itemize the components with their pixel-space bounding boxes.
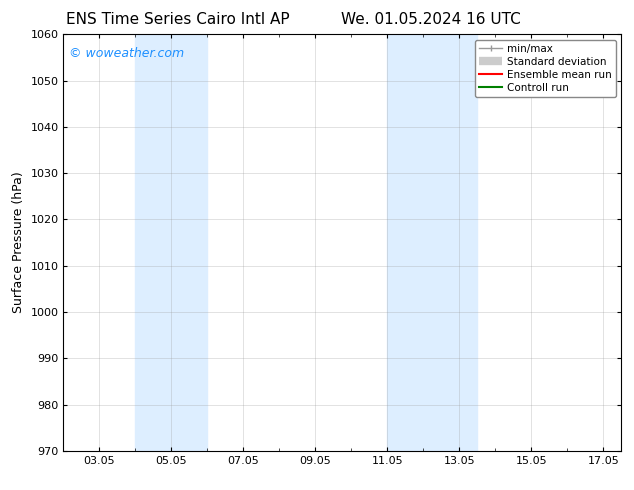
Legend: min/max, Standard deviation, Ensemble mean run, Controll run: min/max, Standard deviation, Ensemble me…: [475, 40, 616, 97]
Bar: [136, 34, 207, 451]
Text: We. 01.05.2024 16 UTC: We. 01.05.2024 16 UTC: [341, 12, 521, 27]
Text: ENS Time Series Cairo Intl AP: ENS Time Series Cairo Intl AP: [66, 12, 289, 27]
Bar: [387, 34, 477, 451]
Text: © woweather.com: © woweather.com: [69, 47, 184, 60]
Y-axis label: Surface Pressure (hPa): Surface Pressure (hPa): [12, 172, 25, 314]
